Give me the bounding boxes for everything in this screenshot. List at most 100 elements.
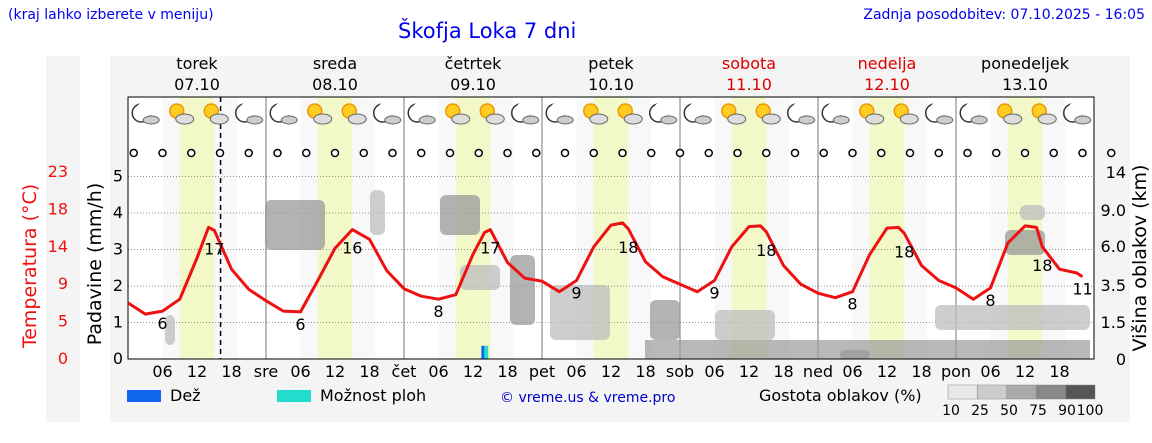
- wind-marker: [733, 148, 742, 158]
- temperature-label: 8: [433, 302, 443, 321]
- cloud-area: [440, 195, 480, 235]
- wind-marker: [302, 148, 311, 158]
- wind-marker: [1049, 148, 1058, 158]
- weather-icon: [821, 102, 850, 125]
- cloud-density-swatch: [1006, 384, 1037, 400]
- hour-tick-label: 18: [911, 362, 931, 381]
- day-tick-label: sob: [666, 362, 694, 381]
- wind-marker: [1107, 148, 1116, 158]
- wind-marker: [417, 148, 426, 158]
- hour-tick-label: 12: [877, 362, 897, 381]
- hour-tick-label: 18: [497, 362, 517, 381]
- precip-tick-label: 1: [113, 313, 123, 332]
- temperature-label: 6: [295, 315, 305, 334]
- cloud-density-level: 75: [1029, 403, 1047, 419]
- day-tick-label: sre: [254, 362, 278, 381]
- temperature-label: 17: [480, 239, 500, 258]
- cloud-tick-label: 0: [1116, 350, 1126, 369]
- cloud-area: [265, 200, 325, 250]
- weather-icon: [787, 102, 816, 125]
- left-panel: [46, 56, 80, 422]
- weather-icon: [721, 103, 747, 125]
- weather-icon: [341, 103, 367, 125]
- precip-tick-label: 4: [113, 203, 123, 222]
- weather-icon: [755, 103, 781, 125]
- weather-icon: [583, 103, 609, 125]
- weather-icon: [925, 102, 954, 125]
- hour-tick-label: 06: [566, 362, 586, 381]
- hour-tick-label: 18: [359, 362, 379, 381]
- wind-marker: [503, 148, 512, 158]
- hour-tick-label: 18: [773, 362, 793, 381]
- day-name: četrtek: [445, 54, 503, 73]
- precip-tick-label: 5: [113, 167, 123, 186]
- day-date: 13.10: [1002, 75, 1048, 94]
- weather-icon: [269, 102, 298, 125]
- day-tick-label: pet: [529, 362, 555, 381]
- wind-marker: [244, 148, 253, 158]
- day-date: 12.10: [864, 75, 910, 94]
- weather-icon: [169, 103, 195, 125]
- hour-tick-label: 06: [428, 362, 448, 381]
- hour-tick-label: 12: [463, 362, 483, 381]
- hour-tick-label: 18: [635, 362, 655, 381]
- hour-tick-label: 06: [980, 362, 1000, 381]
- location-hint[interactable]: (kraj lahko izberete v meniju): [8, 7, 214, 23]
- day-name: nedelja: [858, 54, 917, 73]
- cloud-density-label: Gostota oblakov (%): [759, 386, 922, 405]
- temp-tick-label: 14: [48, 237, 68, 256]
- cloud-tick-label: 9.0: [1101, 201, 1126, 220]
- weather-icon: [859, 103, 885, 125]
- temperature-label: 18: [894, 242, 914, 261]
- cloud-density-level: 100: [1077, 403, 1104, 419]
- weather-icon: [893, 103, 919, 125]
- temp-tick-label: 5: [58, 312, 68, 331]
- weather-icon: [131, 102, 160, 125]
- precip-tick-label: 0: [113, 349, 123, 368]
- weather-icon: [683, 102, 712, 125]
- cloud-density-swatch: [977, 384, 1008, 400]
- cloud-density-level: 25: [971, 403, 989, 419]
- wind-marker: [762, 148, 771, 158]
- temperature-line: [127, 221, 1084, 316]
- weather-icon: [445, 103, 471, 125]
- day-tick-label: ned: [803, 362, 833, 381]
- wind-marker: [445, 148, 455, 158]
- day-name: sobota: [722, 54, 776, 73]
- day-date: 08.10: [312, 75, 358, 94]
- day-tick-label: pon: [941, 362, 971, 381]
- hour-tick-label: 12: [1015, 362, 1035, 381]
- weather-icon: [617, 103, 643, 125]
- cloud-density-level: 90: [1058, 403, 1076, 419]
- day-tick-label: čet: [392, 362, 417, 381]
- wind-marker: [704, 148, 713, 158]
- wind-marker: [963, 148, 972, 158]
- rain-legend-label: Dež: [170, 386, 201, 405]
- hour-tick-label: 12: [601, 362, 621, 381]
- low-cloud-layer: [645, 340, 1090, 359]
- cloud-density-level: 10: [942, 403, 960, 419]
- temperature-label: 18: [618, 238, 638, 257]
- day-date: 09.10: [450, 75, 496, 94]
- wind-marker: [877, 148, 886, 158]
- cloud-tick-label: 6.0: [1101, 237, 1126, 256]
- wind-marker: [474, 148, 483, 158]
- hour-tick-label: 06: [842, 362, 862, 381]
- chart-title: Škofja Loka 7 dni: [398, 19, 577, 43]
- wind-marker: [819, 148, 828, 158]
- hour-tick-label: 06: [152, 362, 172, 381]
- wind-marker: [560, 148, 570, 158]
- cloud-area: [715, 310, 775, 340]
- cloud-area: [460, 265, 500, 290]
- wind-marker: [532, 148, 541, 158]
- temperature-label: 8: [847, 295, 857, 314]
- hour-tick-label: 06: [290, 362, 310, 381]
- wind-marker: [359, 148, 368, 158]
- day-name: torek: [176, 54, 218, 73]
- day-name: petek: [588, 54, 634, 73]
- temp-tick-label: 23: [48, 162, 68, 181]
- wind-marker: [187, 148, 196, 158]
- weather-icon: [203, 103, 229, 125]
- wind-marker: [273, 148, 282, 158]
